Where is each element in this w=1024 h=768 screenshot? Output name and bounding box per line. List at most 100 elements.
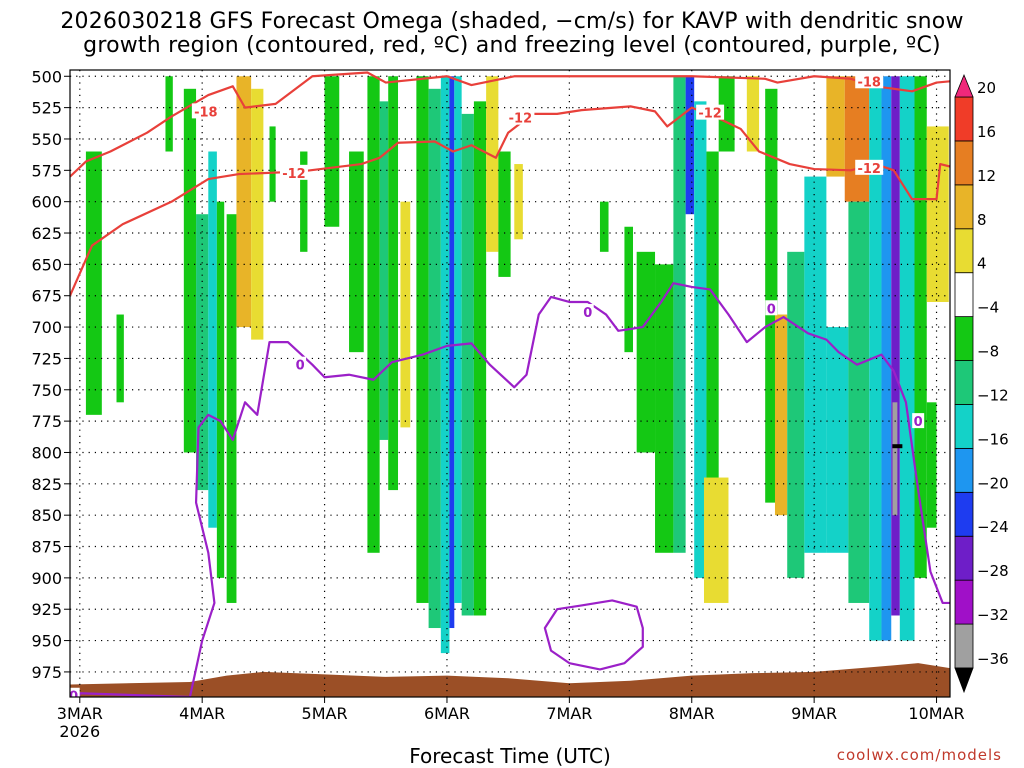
omega-cell-36 [703,477,729,603]
omega-cell-10 [269,126,276,202]
colorbar-label-3: −24 [977,518,1009,536]
colorbar-label-1: −32 [977,606,1009,624]
colorbar-swatch-2 [954,579,974,625]
y-tick-label-600: 600 [31,193,62,212]
omega-cell-27 [514,164,523,240]
omega-cell-6 [216,201,225,578]
colorbar-bottom-arrow [954,667,974,694]
omega-cell-30 [636,251,656,453]
omega-cell-48 [881,76,892,641]
omega-cell-2 [165,76,173,152]
y-tick-label-725: 725 [31,349,62,368]
omega-cell-42 [804,176,827,553]
omega-cell-33 [685,76,695,215]
y-axis-ticks: 500 525 550 575 600 625 650 675 700 725 750 775 800 8… [31,67,70,682]
colorbar: −36 −32 −28 −24 −20 −16 −12 −8 −4 4 8 12 16 20 [954,73,1009,694]
contour-label-bg-2-4 [70,687,80,697]
x-tick-label-5: 8MAR [669,704,715,723]
colorbar-label-4: −20 [977,474,1009,492]
colorbar-swatch-4 [954,491,974,537]
omega-cell-28 [599,201,609,252]
omega-cell-46 [848,201,870,603]
omega-cell-18 [416,76,429,603]
terrain-fill [70,663,950,697]
colorbar-swatch-12 [954,140,974,186]
colorbar-swatch-10 [954,228,974,274]
omega-cell-15 [379,101,389,440]
y-tick-label-550: 550 [31,130,62,149]
omega-cell-11 [300,151,308,252]
omega-cell-35 [706,151,719,528]
omega-cell-37 [718,76,735,152]
y-tick-label-850: 850 [31,506,62,525]
colorbar-swatch-13 [954,96,974,142]
contour-label-bg-1-2 [696,104,725,120]
omega-cell-54 [926,402,937,528]
omega-cell-14 [367,76,380,553]
y-tick-label-825: 825 [31,475,62,494]
terrain-surface [70,663,950,697]
colorbar-swatch-1 [954,623,974,669]
omega-cell-50 [892,402,898,516]
colorbar-swatch-7 [954,360,974,405]
colorbar-swatch-6 [954,404,974,449]
omega-cell-31 [655,264,674,553]
y-tick-label-975: 975 [31,663,62,682]
colorbar-label-8: −4 [977,299,999,317]
colorbar-label-11: 12 [977,167,996,185]
contour-label-0-0: -18 [194,105,218,120]
y-tick-label-800: 800 [31,443,62,462]
x-tick-label-1: 4MAR [179,704,225,723]
x-tick-label-2: 5MAR [302,704,348,723]
omega-cell-26 [498,151,511,277]
omega-shading [85,76,949,654]
y-tick-label-875: 875 [31,538,62,557]
contour-label-1-2: -12 [698,107,722,122]
colorbar-swatch-5 [954,447,974,493]
colorbar-label-13: 20 [977,79,996,97]
y-tick-label-650: 650 [31,255,62,274]
omega-cell-53 [926,126,949,302]
y-tick-label-900: 900 [31,569,62,588]
contour-label-bg-1-3 [855,159,884,175]
colorbar-top-arrow [954,73,974,98]
omega-cell-25 [486,76,499,252]
omega-cell-44 [826,76,845,177]
omega-cell-29 [624,226,634,353]
omega-cell-40 [774,314,788,516]
x-tick-label-4: 7MAR [546,704,592,723]
contour-label-0-1: -18 [857,75,881,90]
omega-cell-38 [746,76,760,152]
contour-label-2-3: 0 [914,415,923,430]
colorbar-label-10: 8 [977,211,987,229]
colorbar-label-2: −28 [977,562,1009,580]
y-tick-label-575: 575 [31,161,62,180]
x-tick-label-0: 3MAR [57,704,103,723]
y-tick-label-750: 750 [31,381,62,400]
colorbar-swatch-11 [954,184,974,230]
omega-cell-23 [461,113,474,616]
y-tick-label-925: 925 [31,600,62,619]
plot-frame [69,69,951,698]
contour-label-bg-0-0 [191,103,220,119]
omega-cell-21 [449,76,455,629]
contour-label-bg-2-0 [294,356,307,372]
contour-label-1-0: -12 [282,167,306,182]
omega-cell-45 [844,76,870,202]
y-tick-label-500: 500 [31,67,62,86]
y-tick-label-950: 950 [31,632,62,651]
contour-label-2-4: 0 [69,690,78,705]
omega-cell-7 [226,214,237,603]
colorbar-label-5: −16 [977,430,1009,448]
omega-cell-34 [694,101,707,578]
chart-title-line-2: growth region (contoured, red, ºC) and f… [83,33,941,58]
omega-cell-43 [826,327,849,553]
colorbar-label-0: −36 [977,650,1009,668]
colorbar-swatch-8 [954,316,974,361]
omega-cell-3 [183,88,197,453]
site-credit: coolwx.com/models [836,746,1002,764]
colorbar-label-9: 4 [977,255,987,273]
y-tick-label-625: 625 [31,224,62,243]
